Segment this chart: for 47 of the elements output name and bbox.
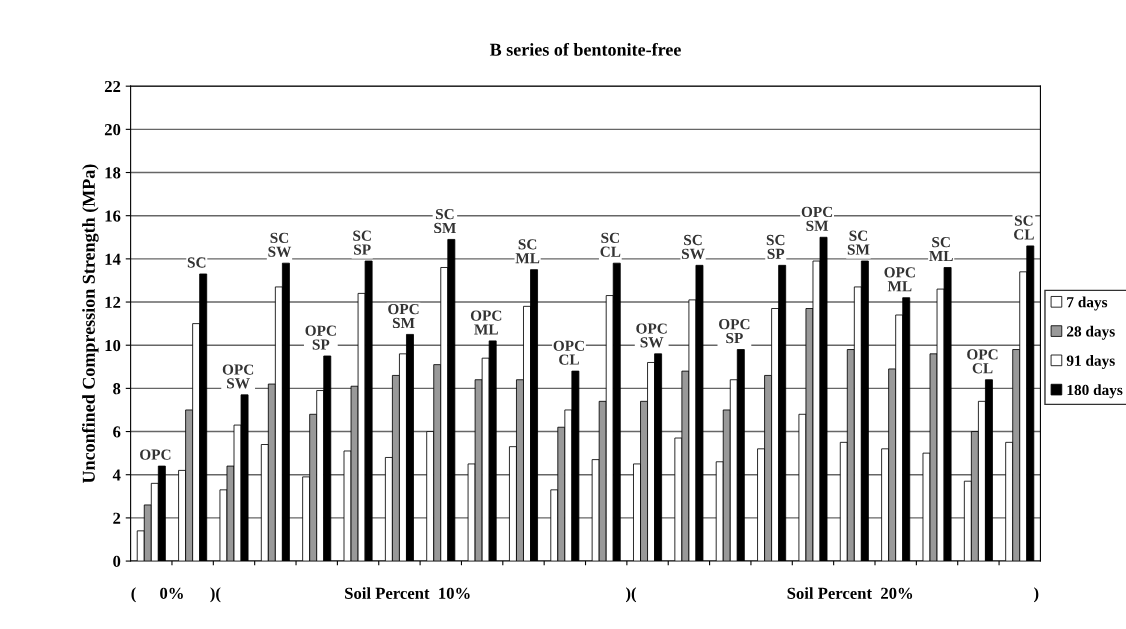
y-tick-label: 20: [104, 124, 121, 136]
chart-title: B series of bentonite-free: [489, 42, 681, 56]
text: )(: [210, 587, 221, 603]
y-tick-label: 0: [113, 555, 121, 568]
text: )(: [626, 587, 637, 603]
y-tick-label: 10: [105, 339, 121, 352]
x-tick-label: SC: [187, 257, 206, 268]
y-tick-label: 14: [105, 253, 121, 265]
x-tick-label: SC ML: [929, 237, 953, 261]
y-tick-label: 18: [105, 167, 121, 179]
x-tick-label: OPC CL: [553, 340, 584, 365]
x-tick-label: OPC CL: [967, 349, 998, 374]
x-tick-label: SC CL: [600, 232, 621, 257]
x-tick-label: SC SW: [268, 232, 292, 257]
x-tick-label: SC ML: [515, 239, 540, 264]
y-tick-label: 4: [112, 469, 121, 481]
x-tick-label: SC SP: [353, 230, 371, 255]
x-tick-label: OPC ML: [884, 267, 915, 292]
x-tick-label: SC SP: [766, 234, 785, 259]
y-tick-label: 6: [113, 426, 121, 438]
legend-label: 91 days: [1066, 355, 1115, 369]
x-tick-label: OPC SW: [222, 364, 254, 389]
x-tick-label: OPC SP: [305, 325, 336, 350]
text: (: [131, 587, 136, 603]
x-tick-label: OPC SW: [636, 323, 667, 348]
x-tick-label: SC SM: [434, 208, 456, 234]
y-tick-label: 22: [104, 80, 121, 92]
y-tick-label: 12: [105, 296, 121, 308]
text: Soil Percent 10%: [345, 587, 470, 599]
x-tick-label: SC CL: [1014, 215, 1034, 240]
y-axis-title: Unconfined Compression Strength (MPa): [81, 164, 99, 484]
y-tick-label: 2: [113, 512, 121, 524]
legend-label: 28 days: [1067, 325, 1115, 340]
x-tick-label: SC SW: [681, 234, 705, 260]
y-tick-label: 8: [113, 383, 121, 395]
legend-label: 7 days: [1067, 296, 1108, 311]
x-tick-label: OPC SM: [388, 303, 419, 329]
x-tick-label: OPC ML: [470, 310, 502, 335]
legend-label: 180 days: [1067, 384, 1123, 399]
y-tick-label: 16: [105, 210, 121, 222]
x-tick-label: OPC SP: [719, 319, 750, 344]
x-tick-label: OPC: [140, 449, 171, 460]
x-tick-label: SC SM: [847, 230, 870, 255]
x-tick-label: OPC SM: [801, 206, 833, 231]
text: ): [1034, 587, 1039, 603]
text: 0%: [160, 587, 183, 599]
text: Soil Percent 20%: [787, 587, 913, 599]
